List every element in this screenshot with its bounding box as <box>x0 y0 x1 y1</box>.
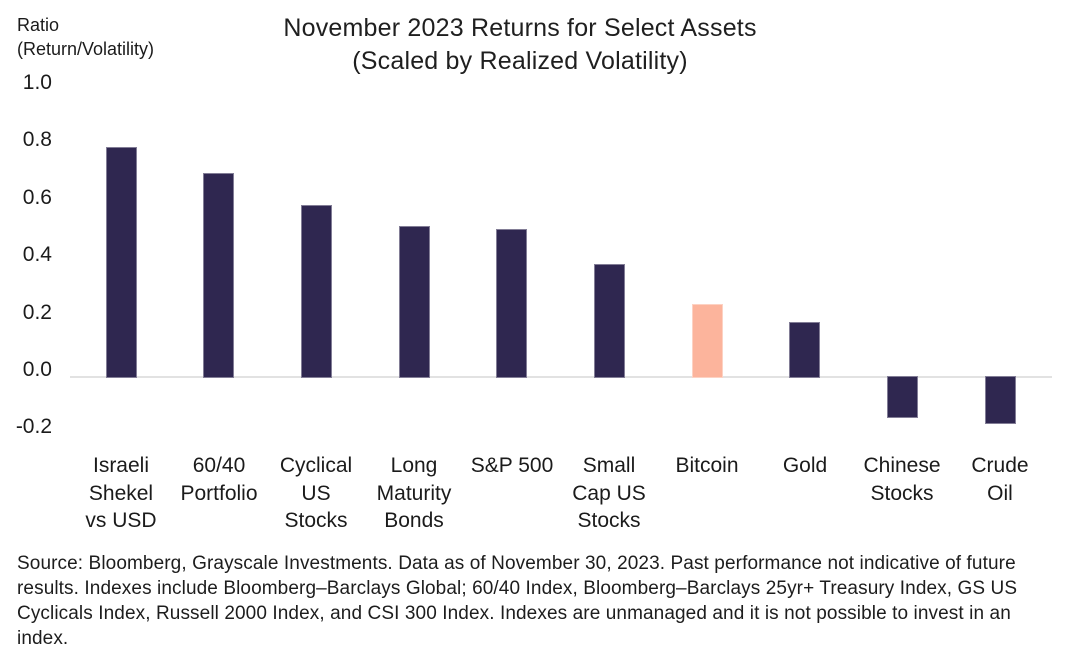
chart-title: November 2023 Returns for Select Assets … <box>120 12 920 78</box>
y-axis-unit-label: Ratio (Return/Volatility) <box>17 15 155 59</box>
bar-chinese-stocks <box>887 376 918 418</box>
x-tick-label: Gold <box>782 454 828 477</box>
y-tick-label: 0.8 <box>22 128 52 151</box>
chart-title-line2: (Scaled by Realized Volatility) <box>352 47 688 75</box>
x-tick-label: Small Cap US Stocks <box>572 454 646 532</box>
zero-gridline <box>70 376 1052 378</box>
y-tick-label: 0.6 <box>22 186 52 209</box>
bar-crude-oil <box>985 376 1016 424</box>
x-tick-label: Long Maturity Bonds <box>376 454 452 532</box>
x-tick-label: Cyclical US Stocks <box>279 454 353 532</box>
y-tick-label: 0.4 <box>22 243 52 266</box>
bar-cyclical-us-stocks <box>301 205 332 378</box>
bar-israeli-shekel-vs-usd <box>106 147 137 378</box>
y-tick-label: 0.0 <box>22 358 52 381</box>
x-tick-label: 60/40 Portfolio <box>180 454 258 505</box>
x-tick-label: Israeli Shekel vs USD <box>85 454 157 532</box>
x-tick-label: Chinese Stocks <box>863 454 941 505</box>
bar-small-cap-us-stocks <box>594 264 625 378</box>
x-tick-label: Crude Oil <box>971 454 1029 505</box>
x-tick-label: S&P 500 <box>470 454 554 477</box>
y-tick-label: -0.2 <box>15 415 52 438</box>
bar-gold <box>789 322 820 378</box>
bar-bitcoin <box>692 304 723 378</box>
bar-long-maturity-bonds <box>399 226 430 378</box>
chart-title-line1: November 2023 Returns for Select Assets <box>283 14 757 42</box>
source-note: Source: Bloomberg, Grayscale Investments… <box>17 553 1018 649</box>
bar-60-40-portfolio <box>203 173 234 378</box>
y-tick-label: 1.0 <box>22 71 52 94</box>
x-tick-label: Bitcoin <box>675 454 739 477</box>
y-tick-label: 0.2 <box>22 301 52 324</box>
bar-s-p-500 <box>496 229 527 378</box>
